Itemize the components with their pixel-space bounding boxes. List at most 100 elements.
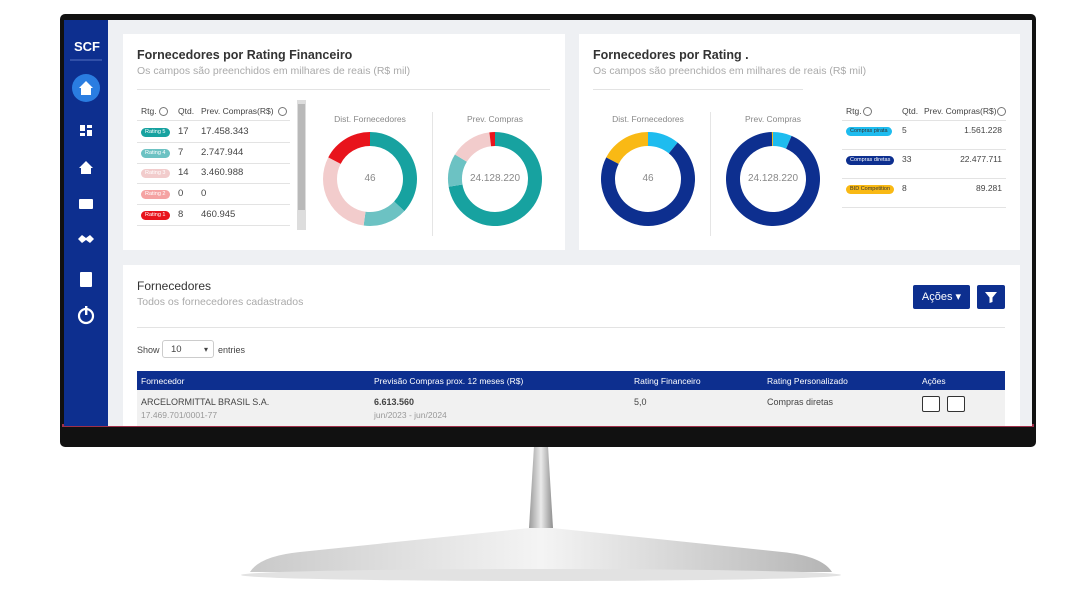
divider [842, 120, 1006, 121]
qtd: 17 [178, 126, 189, 137]
stand-base [250, 528, 832, 572]
divider [842, 178, 1006, 179]
donut-chart [323, 132, 417, 226]
divider [137, 183, 290, 185]
donut-segment [370, 132, 417, 212]
panel-rating: Fornecedores por Rating . Os campos são … [579, 34, 1020, 250]
select-value: 10 [171, 344, 182, 355]
info-icon [863, 107, 872, 116]
divider [137, 327, 1005, 328]
column-header: Prev. Compras(R$) [201, 106, 274, 116]
table-row [137, 390, 1005, 426]
donut-chart [448, 132, 542, 226]
divider [137, 162, 290, 164]
brand: SCF [74, 39, 100, 54]
rating-badge: Rating 1 [141, 210, 170, 220]
rating-badge: Compras diretas [846, 156, 895, 165]
divider [593, 89, 803, 90]
actions-button[interactable]: Ações ▾ [913, 285, 970, 309]
table-header [137, 371, 1005, 390]
panel-subtitle: Os campos são preenchidos em milhares de… [137, 65, 411, 77]
prev-compras: 3.460.988 [201, 167, 244, 179]
stand-shadow [241, 569, 841, 581]
donut-segment [323, 157, 366, 226]
donut-chart [601, 132, 695, 226]
rating-badge: Rating 5 [141, 128, 170, 137]
clipboard-icon[interactable] [80, 272, 92, 287]
column-header: Qtd. [902, 106, 919, 116]
panel-title: Fornecedores por Rating . [593, 48, 749, 62]
donut-center: 24.128.220 [469, 173, 521, 184]
qtd: 8 [178, 208, 184, 220]
bag-icon[interactable] [79, 199, 93, 209]
entries-select[interactable]: 10 ▾ [162, 340, 214, 358]
column-header: Qtd. [178, 106, 195, 116]
column-header: Prev. Compras(R$) [924, 106, 997, 116]
donut-segment [448, 132, 542, 226]
prev-compras: 22.477.711 [960, 154, 1002, 164]
view-button[interactable] [922, 396, 940, 412]
qtd: 14 [178, 167, 189, 179]
rating-badge: Rating 2 [141, 190, 170, 200]
donut-segment [454, 132, 492, 162]
donut-segment [771, 132, 773, 147]
donut-segment [726, 132, 820, 226]
divider [137, 89, 550, 90]
scrollbar[interactable] [297, 100, 306, 230]
panel-subtitle: Os campos são preenchidos em milhares de… [593, 65, 867, 77]
column-header: Rating Personalizado [767, 376, 848, 386]
chart-button[interactable] [947, 396, 965, 412]
forecast-value: 6.613.560 [374, 397, 415, 407]
deal-icon[interactable] [78, 235, 94, 243]
home-icon[interactable] [79, 161, 93, 174]
panel-subtitle: Todos os fornecedores cadastrados [137, 296, 304, 308]
donut-segment [328, 132, 370, 164]
donut-center: 46 [642, 173, 654, 184]
show-label: Show [137, 345, 160, 355]
column-header: Rtg. [141, 106, 157, 116]
donut-title: Prev. Compras [744, 114, 802, 124]
screen: SCF Fornecedores por Rating Financeiro O… [64, 20, 1032, 426]
dashboard-icon [87, 130, 92, 136]
prev-compras: 1.561.228 [964, 125, 1002, 135]
column-header: Rtg. [846, 106, 862, 116]
custom-rating: Compras diretas [767, 397, 834, 407]
sidebar-icons [70, 59, 102, 325]
supplier-cnpj: 17.469.701/0001-77 [141, 410, 218, 420]
donut-segment [601, 142, 695, 226]
divider [137, 224, 290, 226]
stand-neck [529, 446, 553, 528]
rating-badge: Compras pirata [846, 127, 892, 136]
divider [842, 207, 1006, 208]
prev-compras: 89.281 [976, 183, 1002, 193]
donut-segment [606, 132, 648, 164]
supplier-name: ARCELORMITTAL BRASIL S.A. [141, 397, 270, 407]
info-icon [278, 107, 287, 116]
qtd: 5 [902, 125, 907, 135]
divider [842, 149, 1006, 150]
donut-center: 24.128.220 [747, 173, 799, 184]
rating-badge: Rating 4 [141, 148, 170, 158]
entries-label: entries [218, 345, 246, 355]
donut-segment [363, 201, 405, 226]
qtd: 8 [902, 183, 907, 193]
qtd: 7 [178, 146, 184, 158]
donut-title: Dist. Fornecedores [612, 114, 684, 124]
column-header: Rating Financeiro [634, 376, 701, 386]
rating-badge: Rating 3 [141, 169, 170, 179]
filter-button[interactable] [977, 285, 1005, 309]
prev-compras: 2.747.944 [201, 146, 244, 158]
dashboard-icon[interactable] [80, 125, 85, 131]
prev-compras: 17.458.343 [201, 126, 249, 137]
donut-segment [448, 154, 467, 187]
panel-title: Fornecedores por Rating Financeiro [137, 48, 353, 62]
info-icon [159, 107, 168, 116]
column-header: Ações [922, 376, 946, 386]
donut-segment [773, 132, 792, 149]
button-label: Ações [921, 291, 953, 303]
column-header: Previsão Compras prox. 12 meses (R$) [374, 376, 524, 386]
donut-center: 46 [364, 173, 376, 184]
divider [137, 142, 290, 143]
divider [710, 112, 711, 236]
donut-title: Dist. Fornecedores [334, 114, 406, 124]
